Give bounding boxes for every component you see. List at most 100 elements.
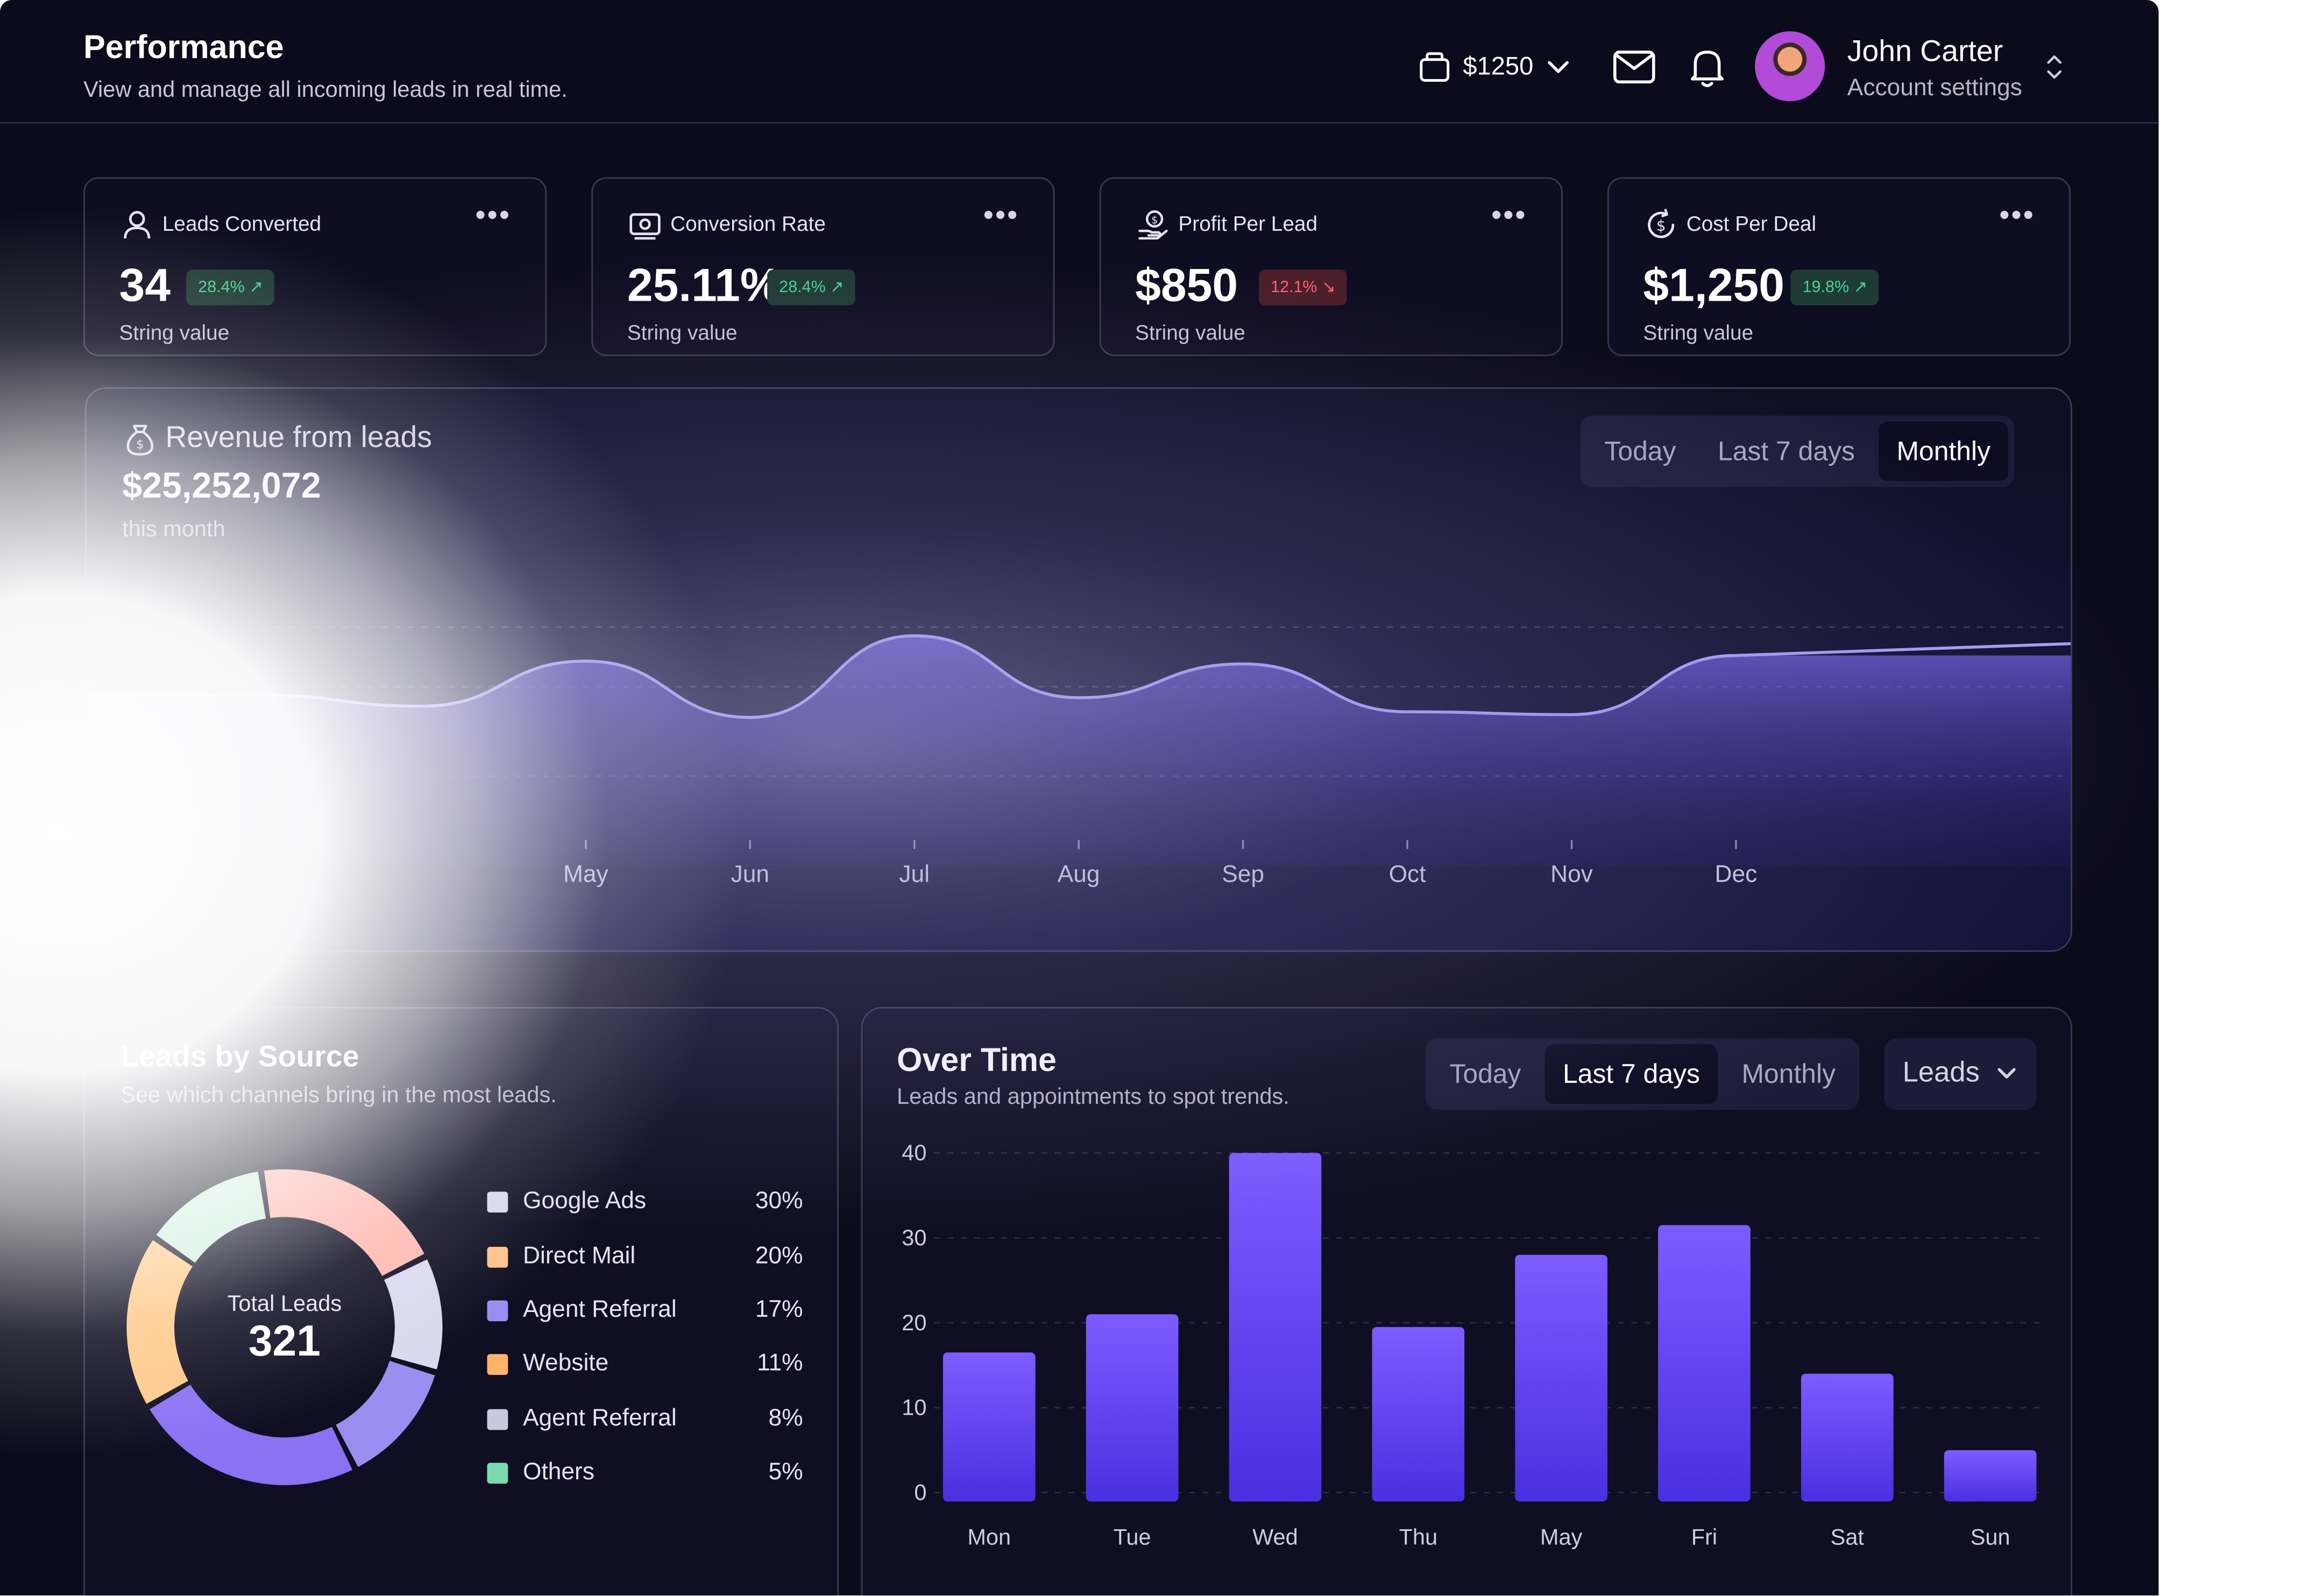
tab-last-7-days[interactable]: Last 7 days: [1544, 1044, 1718, 1104]
kpi-card-leads-converted: Leads Converted ••• 34 28.4% ↗ String va…: [83, 177, 547, 356]
x-tick-label: Mon: [967, 1524, 1011, 1550]
kpi-change-badge: 19.8% ↗: [1790, 269, 1880, 306]
kpi-title: Cost Per Deal: [1686, 211, 1817, 236]
bar[interactable]: [943, 1352, 1036, 1502]
kpi-value: $1,250: [1643, 259, 1785, 311]
tab-today[interactable]: Today: [1604, 436, 1676, 466]
legend-item[interactable]: Agent Referral 8%: [487, 1392, 803, 1446]
kpi-change-badge: 28.4% ↗: [767, 269, 856, 306]
legend-item[interactable]: Website 11%: [487, 1338, 803, 1392]
legend-percent: 17%: [755, 1297, 803, 1323]
x-tick-label: Sun: [1971, 1524, 2010, 1550]
kpi-card-conversion-rate: Conversion Rate ••• 25.11% 28.4% ↗ Strin…: [591, 177, 1055, 356]
x-tick-label: Oct: [1389, 861, 1426, 887]
legend-item[interactable]: Others 5%: [487, 1446, 803, 1501]
more-options-icon[interactable]: •••: [1999, 200, 2035, 232]
kpi-card-profit-per-lead: $ Profit Per Lead ••• $850 12.1% ↘ Strin…: [1099, 177, 1563, 356]
account-settings-link[interactable]: Account settings: [1847, 76, 2022, 102]
over-time-bar-chart: 0 10 20 30 40 Mon Tue Wed Thu May Fri Sat Sun: [902, 1140, 2040, 1550]
more-options-icon[interactable]: •••: [475, 200, 511, 232]
x-tick-label: Wed: [1252, 1524, 1298, 1550]
kpi-change-value: 28.4%: [198, 278, 245, 297]
svg-text:$: $: [136, 438, 144, 452]
y-tick-label: 20: [902, 1310, 926, 1335]
bar[interactable]: [1944, 1450, 2037, 1502]
page-subtitle: View and manage all incoming leads in re…: [83, 77, 568, 103]
wallet-icon: [1420, 52, 1450, 82]
more-options-icon[interactable]: •••: [1491, 200, 1527, 232]
donut-slice: [384, 1259, 443, 1370]
kpi-change-badge: 12.1% ↘: [1258, 269, 1348, 306]
legend-percent: 8%: [768, 1406, 803, 1431]
legend-swatch: [487, 1300, 508, 1322]
kpi-title: Leads Converted: [162, 211, 322, 236]
svg-text:$: $: [1151, 214, 1158, 226]
donut-slice: [264, 1169, 424, 1276]
metric-select-value: Leads: [1902, 1058, 1980, 1089]
bar[interactable]: [1515, 1254, 1607, 1502]
x-tick-label: Dec: [1715, 861, 1758, 887]
legend-label: Google Ads: [522, 1189, 647, 1215]
arrow-up-right-icon: ↗: [249, 278, 263, 297]
bar[interactable]: [1229, 1153, 1322, 1502]
over-time-card: Over Time Leads and appointments to spot…: [861, 1006, 2072, 1596]
chevron-down-icon: [1548, 61, 1569, 73]
legend-swatch: [487, 1354, 508, 1375]
arrow-up-right-icon: ↗: [830, 278, 844, 297]
donut-slice: [336, 1360, 435, 1467]
legend-item[interactable]: Direct Mail 20%: [487, 1230, 803, 1284]
kpi-caption: String value: [627, 320, 738, 344]
metric-select[interactable]: Leads: [1884, 1038, 2037, 1110]
legend-swatch: [487, 1191, 508, 1213]
x-tick-label: May: [1540, 1524, 1583, 1550]
kpi-change-value: 12.1%: [1271, 278, 1317, 297]
revenue-area: [86, 635, 2071, 866]
x-tick-label: Sat: [1831, 1524, 1865, 1550]
bell-icon[interactable]: [1685, 45, 1730, 89]
arrow-down-right-icon: ↘: [1322, 278, 1336, 297]
x-tick-label: Jun: [731, 861, 769, 887]
legend-percent: 5%: [768, 1460, 803, 1486]
tab-last-7-days[interactable]: Last 7 days: [1718, 436, 1855, 466]
balance-dropdown[interactable]: $1250: [1418, 48, 1572, 87]
leads-by-source-card: Leads by Source See which channels bring…: [83, 1006, 839, 1596]
kpi-card-cost-per-deal: $ Cost Per Deal ••• $1,250 19.8% ↗ Strin…: [1607, 177, 2071, 356]
user-icon: [124, 211, 151, 239]
kpi-change-value: 28.4%: [779, 278, 826, 297]
more-options-icon[interactable]: •••: [983, 200, 1019, 232]
legend-label: Agent Referral: [522, 1406, 677, 1431]
x-tick-label: Jul: [899, 861, 930, 887]
kpi-title: Profit Per Lead: [1178, 211, 1318, 236]
legend-percent: 30%: [755, 1189, 803, 1215]
user-name: John Carter: [1847, 36, 2003, 69]
kpi-caption: String value: [1135, 320, 1245, 344]
x-tick-label: Tue: [1114, 1524, 1151, 1550]
legend-item[interactable]: Agent Referral 17%: [487, 1283, 803, 1338]
bar[interactable]: [1372, 1327, 1465, 1502]
x-tick-label: Nov: [1550, 861, 1593, 887]
legend-label: Agent Referral: [522, 1297, 677, 1323]
kpi-value: 34: [119, 259, 171, 311]
legend-swatch: [487, 1408, 508, 1430]
avatar[interactable]: [1755, 31, 1825, 102]
bar[interactable]: [1086, 1314, 1179, 1502]
tab-monthly[interactable]: Monthly: [1741, 1059, 1836, 1089]
money-bag-icon: $: [126, 424, 154, 456]
legend-label: Others: [522, 1460, 594, 1486]
revenue-value: $25,252,072: [122, 466, 321, 507]
tab-today[interactable]: Today: [1449, 1059, 1521, 1089]
legend-percent: 20%: [755, 1243, 803, 1269]
bar[interactable]: [1658, 1225, 1751, 1502]
legend-item[interactable]: Google Ads 30%: [487, 1175, 803, 1230]
chevron-updown-icon[interactable]: [2043, 51, 2066, 83]
arrow-up-right-icon: ↗: [1853, 278, 1868, 297]
revenue-card: $ Revenue from leads $25,252,072 this mo…: [84, 387, 2072, 952]
y-tick-label: 0: [914, 1480, 926, 1505]
legend-swatch: [487, 1246, 508, 1267]
over-time-title: Over Time: [897, 1041, 1057, 1079]
x-tick-label: May: [563, 861, 609, 887]
bar[interactable]: [1801, 1373, 1894, 1502]
donut-slice: [156, 1172, 266, 1263]
mail-icon[interactable]: [1612, 45, 1656, 89]
tab-monthly[interactable]: Monthly: [1879, 421, 2009, 481]
